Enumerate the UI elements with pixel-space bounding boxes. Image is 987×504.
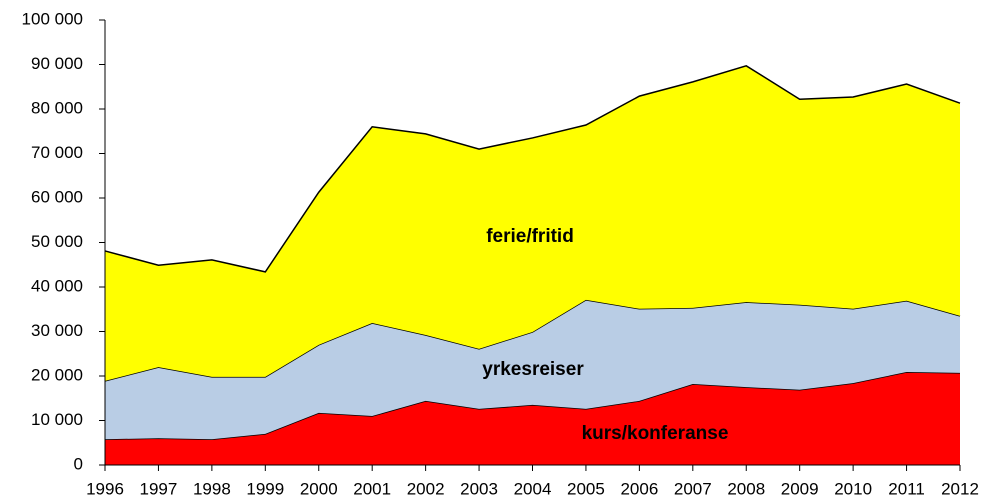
y-tick-label: 40 000 [31, 276, 83, 295]
x-tick-label: 2008 [727, 479, 765, 498]
y-tick-label: 100 000 [22, 9, 83, 28]
y-tick-label: 60 000 [31, 187, 83, 206]
y-tick-label: 50 000 [31, 232, 83, 251]
y-tick-label: 30 000 [31, 321, 83, 340]
area-outline [104, 65, 961, 273]
series-label: yrkesreiser [482, 359, 584, 380]
x-tick-label: 2007 [674, 479, 712, 498]
x-tick-label: 2010 [834, 479, 872, 498]
y-tick-label: 80 000 [31, 98, 83, 117]
x-tick-label: 2000 [300, 479, 338, 498]
series-label: ferie/fritid [486, 226, 574, 247]
x-tick-label: 1998 [193, 479, 231, 498]
x-tick-label: 2006 [620, 479, 658, 498]
y-tick-label: 20 000 [31, 365, 83, 384]
y-tick-label: 90 000 [31, 54, 83, 73]
x-tick-label: 1999 [246, 479, 284, 498]
x-tick-label: 2003 [460, 479, 498, 498]
y-tick-label: 0 [74, 454, 83, 473]
y-tick-label: 10 000 [31, 410, 83, 429]
series-label: kurs/konferanse [582, 423, 729, 444]
x-tick-label: 2012 [941, 479, 979, 498]
x-tick-label: 2005 [567, 479, 605, 498]
area [105, 65, 960, 381]
x-tick-label: 2009 [781, 479, 819, 498]
x-tick-label: 2001 [353, 479, 391, 498]
x-tick-label: 2002 [407, 479, 445, 498]
x-tick-label: 1997 [140, 479, 178, 498]
y-tick-label: 70 000 [31, 143, 83, 162]
x-tick-label: 2011 [888, 479, 925, 498]
area [105, 299, 960, 440]
area [105, 371, 960, 465]
x-tick-label: 2004 [514, 479, 552, 498]
x-tick-label: 1996 [86, 479, 124, 498]
